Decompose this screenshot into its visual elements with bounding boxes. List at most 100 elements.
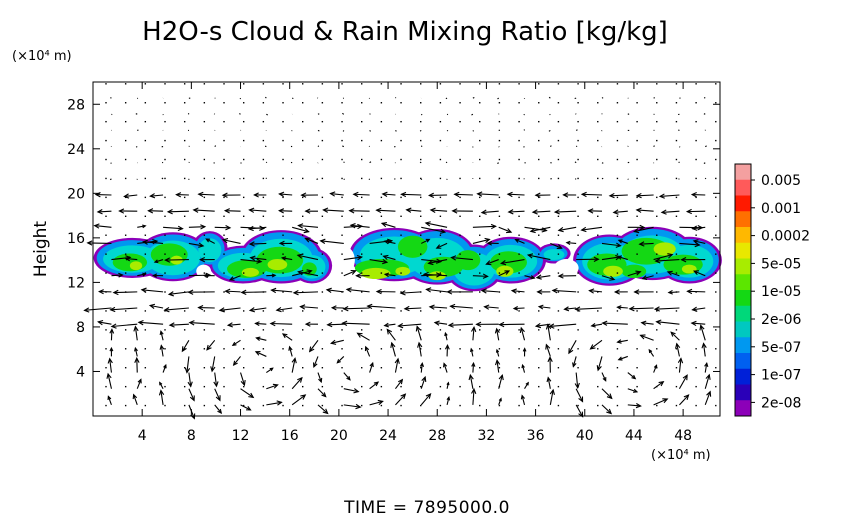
grid-dot [577, 272, 579, 274]
grid-dot [223, 404, 225, 407]
grid-dot [616, 272, 619, 274]
cloud-cell [395, 266, 411, 276]
wind-vector [187, 113, 190, 115]
grid-dot [557, 215, 560, 217]
wind-vector [317, 372, 323, 384]
grid-dot [616, 310, 619, 312]
grid-dot [538, 348, 540, 350]
grid-dot [361, 83, 363, 85]
grid-dot [262, 367, 265, 369]
wind-vector [468, 373, 474, 389]
grid-dot [538, 329, 540, 331]
wind-vector [149, 193, 164, 199]
grid-dot [164, 139, 166, 142]
grid-dot [223, 310, 225, 312]
grid-dot [636, 367, 638, 369]
wind-vector [206, 339, 216, 351]
grid-dot [597, 253, 599, 255]
grid-dot [518, 83, 520, 85]
grid-dot [144, 272, 147, 274]
grid-dot [675, 196, 678, 199]
grid-dot [144, 348, 147, 350]
wind-vector [383, 272, 396, 278]
grid-dot [302, 404, 304, 407]
wind-vector [288, 345, 293, 357]
y-unit-label: (×10⁴ m) [12, 49, 72, 64]
wind-vector [608, 192, 628, 199]
grid-dot [636, 139, 638, 142]
grid-dot [262, 348, 265, 350]
grid-dot [636, 215, 638, 217]
cloud-cell [543, 249, 565, 261]
grid-dot [282, 215, 284, 217]
wind-vector [523, 146, 525, 148]
wind-vector [498, 373, 504, 389]
grid-dot [616, 404, 619, 407]
grid-dot [656, 139, 658, 142]
grid-dot [262, 215, 265, 217]
wind-vector [548, 323, 577, 329]
wind-vector [247, 225, 267, 232]
grid-dot [203, 139, 206, 142]
grid-dot [164, 120, 166, 123]
grid-dot [183, 158, 186, 161]
grid-dot [380, 139, 383, 142]
grid-dot [282, 329, 284, 331]
wind-vector [329, 191, 344, 197]
grid-dots [105, 83, 717, 407]
grid-dot [715, 83, 717, 85]
wind-vector [575, 404, 584, 418]
wind-vector [382, 254, 396, 261]
grid-dot [498, 367, 501, 369]
wind-vector [417, 341, 423, 357]
colorbar-segment [735, 321, 751, 338]
grid-dot [577, 139, 579, 142]
grid-dot [144, 329, 147, 331]
grid-dot [439, 329, 442, 331]
grid-dot [400, 215, 402, 217]
grid-dot [380, 234, 383, 236]
wind-vector [562, 192, 577, 198]
grid-dot [164, 102, 166, 104]
wind-vector [616, 305, 628, 310]
grid-dot [518, 158, 520, 161]
wind-vector [134, 356, 140, 373]
x-tick-label: 24 [379, 428, 397, 444]
wind-vector [368, 178, 371, 181]
grid-dot [164, 177, 166, 180]
grid-dot [439, 102, 442, 104]
grid-dot [282, 120, 284, 123]
cloud-cell [455, 250, 481, 271]
grid-dot [341, 83, 343, 85]
wind-vector [109, 328, 115, 341]
grid-dot [282, 234, 284, 236]
colorbar-segment [735, 368, 751, 385]
grid-dot [321, 158, 324, 161]
wind-vector [677, 357, 684, 373]
wind-vector [471, 113, 474, 116]
wind-vector [110, 323, 138, 329]
grid-dot [282, 253, 284, 255]
grid-dot [105, 83, 107, 85]
wind-vector [266, 273, 277, 278]
colorbar-segment [735, 353, 751, 370]
grid-dot [715, 310, 717, 312]
wind-vector [343, 403, 362, 410]
wind-vector [703, 113, 706, 115]
wind-vector [446, 129, 449, 132]
wind-vector [453, 191, 473, 198]
grid-dot [695, 139, 697, 142]
grid-dot [361, 310, 363, 312]
grid-dot [223, 215, 225, 217]
grid-dot [675, 253, 678, 255]
wind-vector [153, 259, 164, 264]
wind-vector [419, 129, 422, 132]
grid-dot [361, 120, 363, 123]
wind-vector [167, 291, 189, 297]
grid-dot [636, 83, 638, 85]
grid-dot [321, 272, 324, 274]
grid-dot [321, 102, 324, 104]
wind-vector [526, 253, 551, 261]
wind-vector [300, 192, 318, 198]
grid-dot [538, 272, 540, 274]
